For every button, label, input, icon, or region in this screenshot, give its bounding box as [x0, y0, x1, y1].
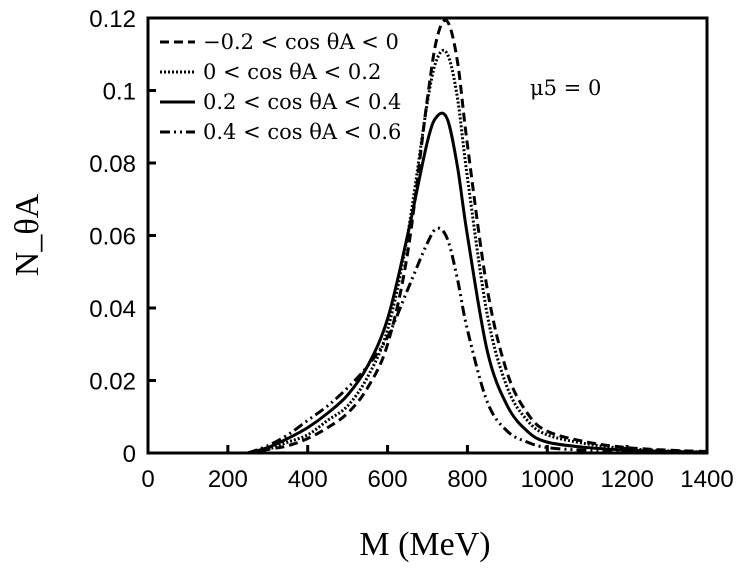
x-tick-label: 0	[141, 466, 154, 493]
y-tick-label: 0.08	[89, 151, 136, 178]
series-line-3	[247, 226, 708, 455]
x-tick-label: 600	[368, 466, 408, 493]
y-tick-label: 0.06	[89, 224, 136, 251]
legend-label: 0.2 < cos θA < 0.4	[203, 90, 401, 114]
legend-label: −0.2 < cos θA < 0	[203, 30, 399, 54]
y-tick-label: 0.02	[89, 369, 136, 396]
x-tick-label: 400	[288, 466, 328, 493]
series-line-1	[247, 48, 708, 455]
y-tick-label: 0.04	[89, 296, 136, 323]
x-tick-label: 1400	[680, 466, 733, 493]
series-line-0	[247, 18, 708, 455]
legend-label: 0.4 < cos θA < 0.6	[203, 120, 401, 144]
y-tick-label: 0	[123, 441, 136, 468]
series-line-2	[247, 111, 708, 455]
x-tick-label: 1200	[600, 466, 653, 493]
y-tick-label: 0.12	[89, 6, 136, 33]
x-tick-label: 800	[447, 466, 487, 493]
annotation: μ5 = 0	[530, 76, 601, 100]
x-tick-label: 200	[208, 466, 248, 493]
x-tick-label: 1000	[521, 466, 574, 493]
legend-label: 0 < cos θA < 0.2	[203, 60, 381, 84]
x-axis-label: M (MeV)	[359, 526, 490, 563]
y-axis-label: N_θA	[9, 193, 46, 276]
y-tick-label: 0.1	[103, 79, 136, 106]
